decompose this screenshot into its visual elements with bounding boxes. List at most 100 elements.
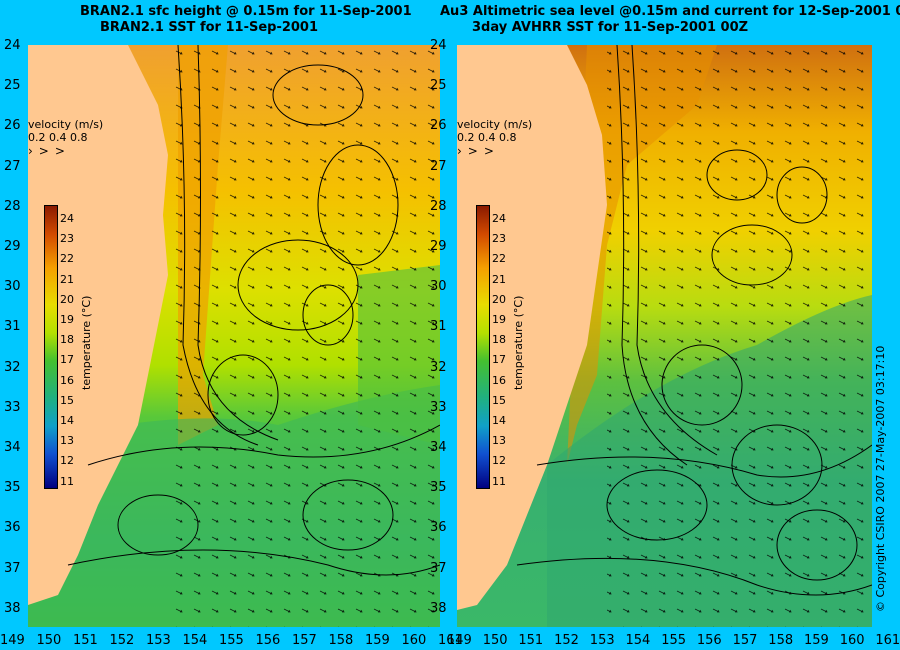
latitude-tick: 30 bbox=[430, 279, 447, 295]
colorbar-tick: 15 bbox=[492, 393, 506, 407]
land-mass bbox=[28, 45, 168, 605]
longitude-tick: 156 bbox=[255, 633, 281, 648]
latitude-tick: 38 bbox=[430, 600, 447, 616]
longitude-tick: 150 bbox=[482, 633, 508, 648]
latitude-tick: 32 bbox=[4, 359, 21, 375]
longitude-tick: 160 bbox=[401, 633, 427, 648]
colorbar-tick: 23 bbox=[60, 232, 74, 246]
velocity-scale: 0.2 0.4 0.8 bbox=[28, 131, 88, 144]
colorbar-tick: 16 bbox=[492, 373, 506, 387]
latitude-tick: 25 bbox=[4, 78, 21, 94]
colorbar-tick: 17 bbox=[60, 353, 74, 367]
left-title-line1: BRAN2.1 sfc height @ 0.15m for 11-Sep-20… bbox=[80, 4, 412, 19]
colorbar-tick: 19 bbox=[60, 313, 74, 326]
longitude-tick: 157 bbox=[292, 633, 317, 648]
longitude-tick: 157 bbox=[732, 633, 758, 648]
longitude-tick: 152 bbox=[109, 633, 135, 648]
latitude-tick: 24 bbox=[4, 38, 21, 53]
latitude-tick: 34 bbox=[4, 440, 21, 455]
left-colorbar bbox=[44, 205, 58, 489]
colorbar-tick: 22 bbox=[60, 252, 74, 266]
latitude-tick: 32 bbox=[430, 359, 447, 375]
colorbar-tick: 12 bbox=[492, 454, 506, 468]
latitude-tick: 37 bbox=[4, 560, 21, 576]
latitude-tick: 34 bbox=[430, 440, 447, 455]
left-sst-map bbox=[28, 45, 440, 627]
right-velocity-legend: velocity (m/s) 0.2 0.4 0.8 ›>> bbox=[457, 118, 532, 158]
latitude-tick: 29 bbox=[4, 239, 21, 254]
colorbar-tick: 21 bbox=[492, 272, 506, 286]
right-colorbar-label: temperature (°C) bbox=[512, 295, 525, 390]
latitude-tick: 26 bbox=[4, 118, 21, 134]
latitude-tick: 29 bbox=[430, 239, 447, 254]
colorbar-tick: 24 bbox=[60, 212, 74, 225]
longitude-tick: 154 bbox=[625, 633, 651, 648]
latitude-tick: 37 bbox=[430, 560, 447, 576]
longitude-tick: 154 bbox=[182, 633, 208, 648]
latitude-tick: 28 bbox=[4, 198, 21, 214]
longitude-tick: 159 bbox=[365, 633, 390, 648]
velocity-label: velocity (m/s) bbox=[457, 118, 533, 131]
latitude-tick: 35 bbox=[430, 480, 447, 496]
longitude-tick: 153 bbox=[146, 633, 171, 648]
colorbar-tick: 14 bbox=[60, 414, 74, 427]
right-sst-map bbox=[457, 45, 872, 627]
colorbar-tick: 17 bbox=[492, 353, 506, 367]
latitude-tick: 30 bbox=[4, 279, 21, 295]
copyright-notice: © Copyright CSIRO 2007 27-May-2007 03:17… bbox=[874, 345, 887, 612]
colorbar-tick: 11 bbox=[492, 474, 506, 488]
colorbar-tick: 12 bbox=[60, 454, 74, 468]
colorbar-tick: 13 bbox=[60, 434, 74, 448]
colorbar-tick: 11 bbox=[60, 474, 74, 488]
latitude-tick: 31 bbox=[430, 319, 447, 335]
left-title-line2: BRAN2.1 SST for 11-Sep-2001 bbox=[100, 20, 319, 35]
colorbar-tick: 19 bbox=[492, 313, 506, 326]
right-title-line1: Au3 Altimetric sea level @0.15m and curr… bbox=[440, 4, 900, 19]
latitude-tick: 36 bbox=[4, 520, 21, 536]
colorbar-tick: 18 bbox=[60, 333, 74, 347]
latitude-tick: 36 bbox=[430, 520, 447, 536]
longitude-tick: 151 bbox=[73, 633, 98, 648]
longitude-tick: 158 bbox=[768, 633, 794, 648]
land-mass bbox=[457, 45, 607, 610]
velocity-arrows-icon: ›>> bbox=[28, 144, 71, 158]
velocity-label: velocity (m/s) bbox=[28, 118, 104, 131]
latitude-tick: 31 bbox=[4, 319, 21, 335]
latitude-tick: 35 bbox=[4, 480, 21, 496]
longitude-tick: 151 bbox=[518, 633, 544, 648]
longitude-tick: 156 bbox=[696, 633, 722, 648]
left-colorbar-label: temperature (°C) bbox=[80, 295, 93, 390]
longitude-tick: 159 bbox=[804, 633, 829, 648]
colorbar-tick: 20 bbox=[60, 292, 74, 306]
latitude-tick: 25 bbox=[430, 78, 447, 94]
colorbar-tick: 15 bbox=[60, 393, 74, 407]
current-arrows bbox=[168, 45, 440, 627]
latitude-tick: 26 bbox=[430, 118, 447, 134]
velocity-scale: 0.2 0.4 0.8 bbox=[457, 131, 517, 144]
longitude-tick: 158 bbox=[328, 633, 354, 648]
longitude-tick: 150 bbox=[36, 633, 62, 648]
latitude-tick: 28 bbox=[430, 198, 447, 214]
right-title-line2: 3day AVHRR SST for 11-Sep-2001 00Z bbox=[472, 20, 749, 35]
colorbar-tick: 18 bbox=[492, 333, 506, 347]
colorbar-tick: 14 bbox=[492, 414, 506, 427]
latitude-tick: 33 bbox=[4, 399, 21, 415]
longitude-tick: 149 bbox=[0, 633, 25, 648]
latitude-tick: 33 bbox=[430, 399, 447, 415]
longitude-tick: 161 bbox=[438, 633, 463, 648]
colorbar-tick: 20 bbox=[492, 292, 506, 306]
latitude-tick: 27 bbox=[4, 158, 21, 174]
longitude-tick: 155 bbox=[219, 633, 244, 648]
colorbar-tick: 22 bbox=[492, 252, 506, 266]
colorbar-tick: 24 bbox=[492, 212, 506, 225]
colorbar-tick: 13 bbox=[492, 434, 506, 448]
latitude-tick: 27 bbox=[430, 158, 447, 174]
right-colorbar bbox=[476, 205, 490, 489]
longitude-tick: 152 bbox=[554, 633, 579, 648]
warm-current bbox=[567, 45, 717, 465]
left-velocity-legend: velocity (m/s) 0.2 0.4 0.8 ›>> bbox=[28, 118, 103, 158]
longitude-tick: 155 bbox=[661, 633, 687, 648]
longitude-tick: 160 bbox=[839, 633, 865, 648]
longitude-tick: 161 bbox=[875, 633, 900, 648]
colorbar-tick: 23 bbox=[492, 232, 506, 246]
